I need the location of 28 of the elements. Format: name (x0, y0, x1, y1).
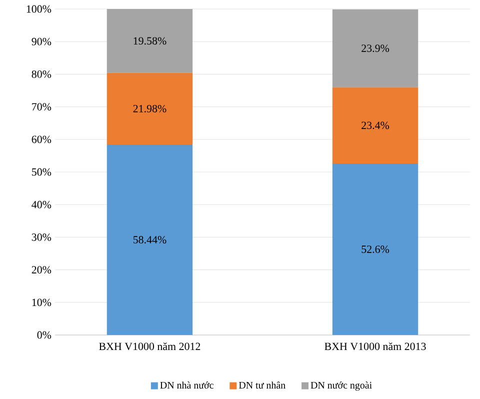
y-tick-label: 10% (32, 298, 52, 306)
bar (106, 144, 193, 335)
bar (332, 9, 418, 88)
data-label: 23.4% (362, 122, 390, 130)
data-label: 52.6% (362, 246, 390, 253)
y-tick-label: 70% (32, 103, 52, 111)
legend-label: DN tư nhân (238, 382, 286, 389)
x-tick-label: BXH V1000 năm 2013 (324, 342, 426, 350)
bar (106, 72, 193, 144)
y-tick-label: 40% (32, 200, 52, 208)
data-label: 19.58% (134, 37, 166, 45)
y-tick-label: 60% (32, 136, 52, 144)
bar (332, 164, 418, 335)
bar (332, 87, 418, 164)
legend-label: DN nhà nước (160, 382, 214, 389)
data-label: 23.9% (362, 44, 390, 52)
y-tick-label: 80% (32, 70, 52, 78)
y-tick-label: 50% (32, 168, 52, 176)
bar (106, 8, 193, 73)
y-tick-label: 30% (32, 233, 52, 241)
data-label: 21.98% (133, 104, 166, 112)
y-tick-label: 90% (32, 38, 52, 46)
y-tick-label: 20% (32, 266, 52, 274)
y-tick-label: 0% (37, 331, 52, 339)
legend-label: DN nước ngoài (310, 382, 372, 391)
data-label: 58.44% (133, 236, 166, 244)
x-tick-label: BXH V1000 năm 2012 (99, 342, 200, 350)
y-tick-label: 100% (26, 5, 52, 13)
